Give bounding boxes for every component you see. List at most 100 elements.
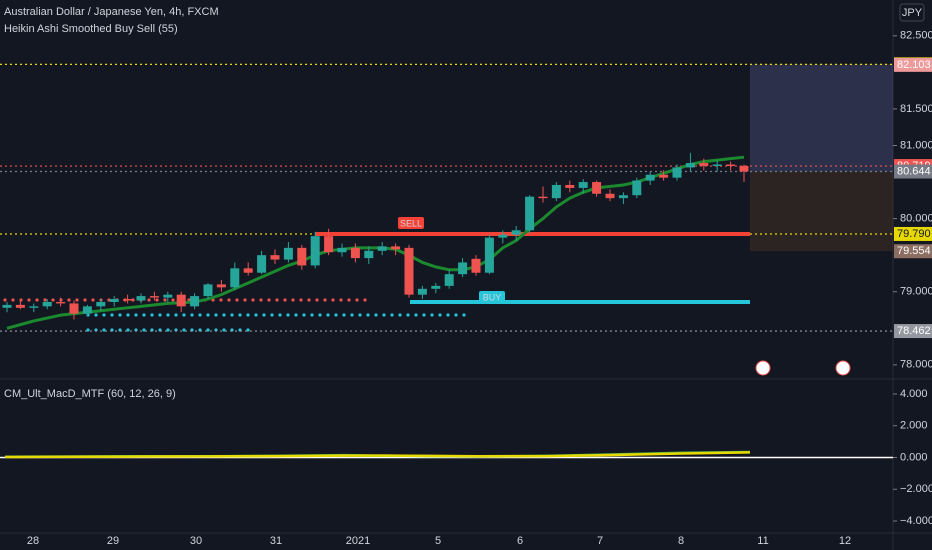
dot — [331, 298, 335, 302]
dot — [307, 298, 311, 302]
ma-line — [6, 155, 745, 330]
dot — [75, 298, 79, 302]
currency[interactable]: JPY — [902, 7, 923, 19]
dot — [366, 313, 370, 317]
candle-body — [190, 296, 200, 307]
candle-body — [417, 288, 427, 295]
dot — [363, 298, 367, 302]
dot — [166, 328, 170, 332]
dot — [270, 313, 274, 317]
dot — [238, 313, 242, 317]
dot — [398, 313, 402, 317]
dot — [142, 328, 146, 332]
dot — [163, 298, 167, 302]
candle-body — [15, 304, 25, 308]
price-label: 79.790 — [897, 228, 931, 240]
dot — [11, 298, 15, 302]
x-tick-label: 29 — [107, 535, 119, 547]
price-label-bg — [894, 244, 932, 259]
candle-body — [377, 246, 387, 251]
dot — [86, 313, 90, 317]
candle-body — [458, 262, 468, 275]
dot — [134, 313, 138, 317]
candle-body — [538, 196, 548, 199]
dot — [126, 328, 130, 332]
candle-body — [618, 195, 628, 199]
indicator-label: Heikin Ashi Smoothed Buy Sell (55) — [4, 23, 178, 35]
candle-body — [726, 164, 736, 166]
price-label-bg — [894, 57, 932, 72]
macd-line — [4, 451, 751, 459]
candle-body — [592, 182, 602, 194]
candle-body — [136, 296, 146, 301]
dot — [126, 313, 130, 317]
dot — [323, 298, 327, 302]
candle-body — [203, 284, 213, 297]
price-label-bg — [894, 324, 932, 339]
dot — [35, 298, 39, 302]
candle-body — [243, 268, 253, 273]
dot — [227, 298, 231, 302]
candle-body — [525, 196, 535, 231]
dot — [390, 313, 394, 317]
y-tick-label: −4.000 — [900, 515, 932, 527]
candle-body — [2, 304, 12, 308]
dot — [347, 298, 351, 302]
candle-body — [551, 184, 561, 199]
x-tick-label: 7 — [597, 535, 603, 547]
x-tick-label: 31 — [270, 535, 282, 547]
candle-body — [283, 247, 293, 260]
dot — [358, 313, 362, 317]
y-tick-label: 4.000 — [900, 388, 928, 400]
candle-body — [578, 182, 588, 188]
dot — [278, 313, 282, 317]
candle-body — [42, 301, 52, 307]
profit-zone — [750, 64, 893, 172]
price-label: 82.103 — [897, 59, 931, 71]
dot — [174, 313, 178, 317]
dot — [374, 313, 378, 317]
dot — [150, 313, 154, 317]
dot — [246, 328, 250, 332]
y-tick-label: 0.000 — [900, 451, 928, 463]
dot — [147, 298, 151, 302]
candle-body — [163, 294, 173, 298]
dot — [206, 328, 210, 332]
y-tick-label: 81.500 — [900, 103, 932, 115]
event-icon[interactable] — [755, 360, 771, 376]
dot — [43, 298, 47, 302]
candle-body — [565, 184, 575, 188]
y-tick-label: 79.000 — [900, 286, 932, 298]
candle-body — [685, 163, 695, 168]
dot — [251, 298, 255, 302]
dot — [262, 313, 266, 317]
y-tick-label: 78.000 — [900, 359, 932, 371]
candle-body — [149, 296, 159, 298]
currency-box[interactable] — [899, 3, 925, 22]
price-label-bg — [894, 226, 932, 241]
dot — [110, 313, 114, 317]
dot — [206, 313, 210, 317]
dot — [310, 313, 314, 317]
indicator-dots — [3, 298, 466, 332]
dot — [342, 313, 346, 317]
dot — [182, 328, 186, 332]
dot — [299, 298, 303, 302]
x-tick-label: 6 — [517, 535, 523, 547]
candle-body — [645, 174, 655, 181]
event-icon[interactable] — [835, 360, 851, 376]
candle-body — [404, 247, 414, 295]
candle-body — [484, 237, 494, 273]
candle-body — [176, 294, 186, 307]
dot — [318, 313, 322, 317]
dot — [222, 328, 226, 332]
dot — [198, 313, 202, 317]
dot — [315, 298, 319, 302]
dot — [334, 313, 338, 317]
candle-body — [712, 164, 722, 166]
candle-body — [498, 234, 508, 238]
candle-body — [230, 268, 240, 288]
dot — [118, 313, 122, 317]
annotation: SELL — [400, 218, 422, 228]
